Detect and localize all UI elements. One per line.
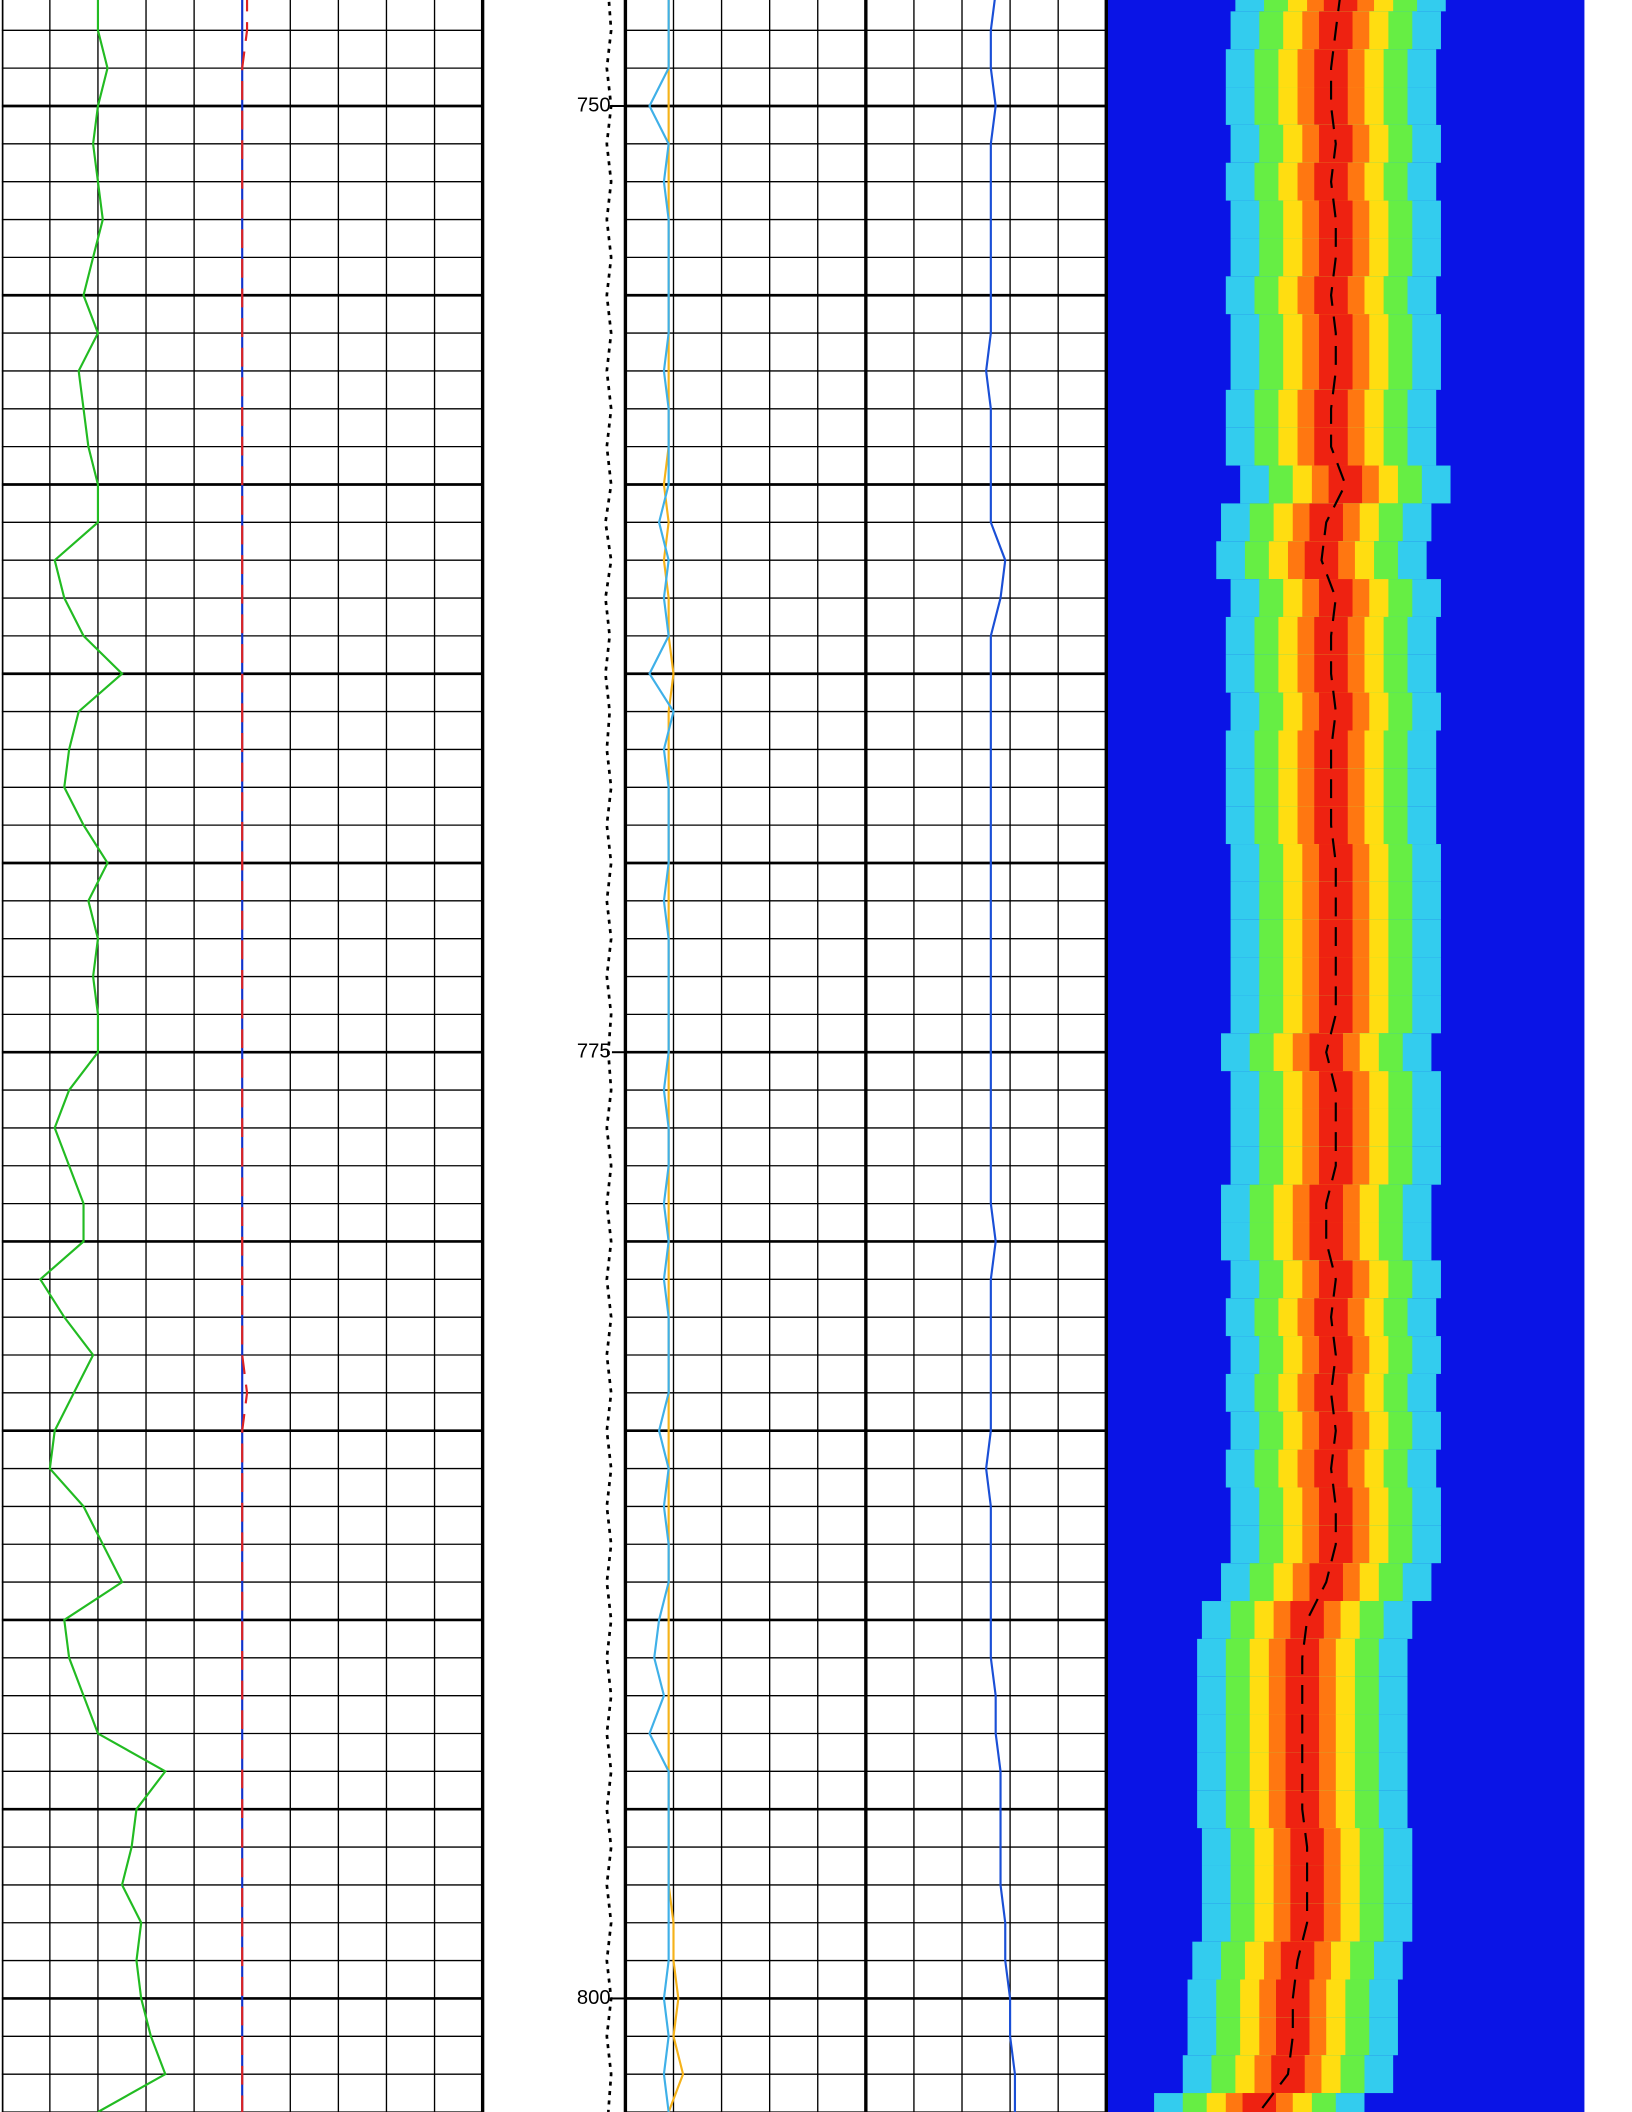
image-band [1319, 692, 1353, 731]
depth-label: 800 [577, 1987, 611, 2009]
image-band [1319, 579, 1353, 617]
log-curve [38, 0, 167, 2112]
image-band [1290, 1601, 1324, 1639]
image-band [1323, 0, 1358, 12]
log-curve [1258, 0, 1347, 2112]
depth-label: 750 [577, 94, 611, 116]
log-curve [604, 0, 613, 2112]
plot-area [1, 0, 1585, 2112]
log-curve [985, 0, 1017, 2112]
image-band [1328, 465, 1363, 504]
log-curve [648, 0, 675, 2112]
depth-label: 775 [577, 1041, 611, 1063]
image-band [1314, 1373, 1348, 1412]
image-band [1242, 2093, 1277, 2112]
